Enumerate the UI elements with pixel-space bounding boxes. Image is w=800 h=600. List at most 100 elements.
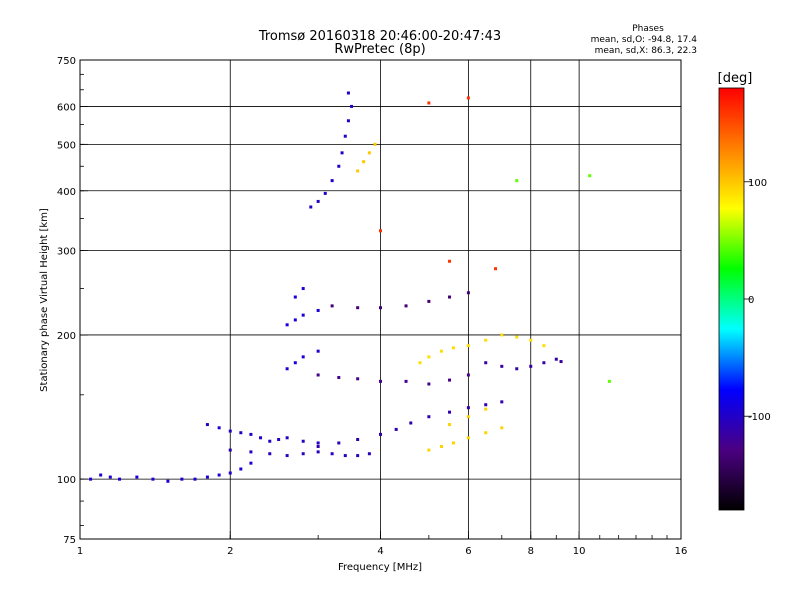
data-point xyxy=(205,423,209,427)
data-point xyxy=(448,378,452,382)
data-point xyxy=(301,439,305,443)
data-point xyxy=(217,426,221,430)
data-point xyxy=(484,361,488,365)
stats-o-line: mean, sd,O: -94.8, 17.4 xyxy=(591,35,698,45)
data-point xyxy=(466,436,470,440)
data-point xyxy=(356,306,360,310)
data-point xyxy=(448,410,452,414)
data-point xyxy=(427,415,431,419)
data-point xyxy=(500,364,504,368)
data-point xyxy=(99,473,103,477)
data-point xyxy=(607,379,611,383)
colorbar-tick-label: 0 xyxy=(748,295,754,306)
colorbar-label: [deg] xyxy=(718,71,753,86)
data-point xyxy=(293,361,297,365)
data-point xyxy=(529,364,533,368)
data-point xyxy=(588,174,592,178)
data-point xyxy=(404,304,408,308)
data-point xyxy=(340,151,344,155)
data-point xyxy=(293,318,297,322)
y-axis: 75 100 200 300 400 500 600 750 xyxy=(57,56,88,546)
data-point xyxy=(484,407,488,411)
data-point xyxy=(323,191,327,195)
y-tick-label: 75 xyxy=(63,535,76,546)
y-tick-label: 400 xyxy=(57,187,76,198)
data-point xyxy=(316,441,320,445)
y-tick-label: 600 xyxy=(57,102,76,113)
data-point xyxy=(193,477,197,481)
data-point xyxy=(448,259,452,263)
data-point xyxy=(268,452,272,456)
data-point xyxy=(409,421,413,425)
data-point xyxy=(448,423,452,427)
data-point xyxy=(515,367,519,371)
data-point xyxy=(440,444,444,448)
data-point xyxy=(356,377,360,381)
data-point xyxy=(529,338,533,342)
colorbar xyxy=(718,87,745,511)
data-point xyxy=(466,344,470,348)
data-point xyxy=(542,344,546,348)
data-point xyxy=(466,373,470,377)
data-point xyxy=(362,160,366,164)
colorbar-tick-label: 100 xyxy=(748,178,767,189)
data-point xyxy=(515,179,519,183)
data-point xyxy=(337,164,341,168)
x-tick-label: 4 xyxy=(377,546,383,557)
data-point xyxy=(316,444,320,448)
data-point xyxy=(301,313,305,317)
data-point xyxy=(330,179,334,183)
data-point xyxy=(316,349,320,353)
data-point xyxy=(367,452,371,456)
data-points xyxy=(89,91,611,483)
y-tick-label: 100 xyxy=(57,475,76,486)
data-point xyxy=(228,448,232,452)
data-point xyxy=(394,427,398,431)
data-point xyxy=(500,333,504,337)
data-point xyxy=(228,429,232,433)
data-point xyxy=(316,308,320,312)
data-point xyxy=(228,471,232,475)
x-tick-label: 1 xyxy=(77,546,83,557)
colorbar-tick-label: -100 xyxy=(748,412,771,423)
data-point xyxy=(427,382,431,386)
data-point xyxy=(466,291,470,295)
data-point xyxy=(205,475,209,479)
data-point xyxy=(135,475,139,479)
data-point xyxy=(451,441,455,445)
data-point xyxy=(466,406,470,410)
data-point xyxy=(316,450,320,454)
x-tick-label: 2 xyxy=(227,546,233,557)
stats-x-line: mean, sd,X: 86.3, 22.3 xyxy=(595,46,697,56)
data-point xyxy=(330,452,334,456)
data-point xyxy=(494,267,498,271)
x-axis: 1 2 4 6 8 10 16 xyxy=(77,531,688,557)
data-point xyxy=(466,415,470,419)
data-point xyxy=(346,119,350,123)
y-tick-label: 500 xyxy=(57,140,76,151)
data-point xyxy=(330,304,334,308)
data-point xyxy=(440,349,444,353)
data-point xyxy=(404,379,408,383)
data-point xyxy=(418,361,422,365)
data-point xyxy=(427,299,431,303)
x-tick-label: 16 xyxy=(675,546,688,557)
data-point xyxy=(108,475,112,479)
data-point xyxy=(559,360,563,364)
data-point xyxy=(293,295,297,299)
data-point xyxy=(379,432,382,436)
data-point xyxy=(343,134,347,138)
data-point xyxy=(484,338,488,342)
data-point xyxy=(337,441,341,445)
y-tick-label: 750 xyxy=(57,56,76,67)
data-point xyxy=(356,454,360,458)
data-point xyxy=(217,473,221,477)
data-point xyxy=(484,431,488,435)
data-point xyxy=(554,357,558,361)
data-point xyxy=(500,400,504,404)
data-point xyxy=(515,335,519,339)
y-axis-label: Stationary phase Virtual Height [km] xyxy=(39,208,50,392)
data-point xyxy=(466,96,470,100)
data-point xyxy=(367,151,371,155)
